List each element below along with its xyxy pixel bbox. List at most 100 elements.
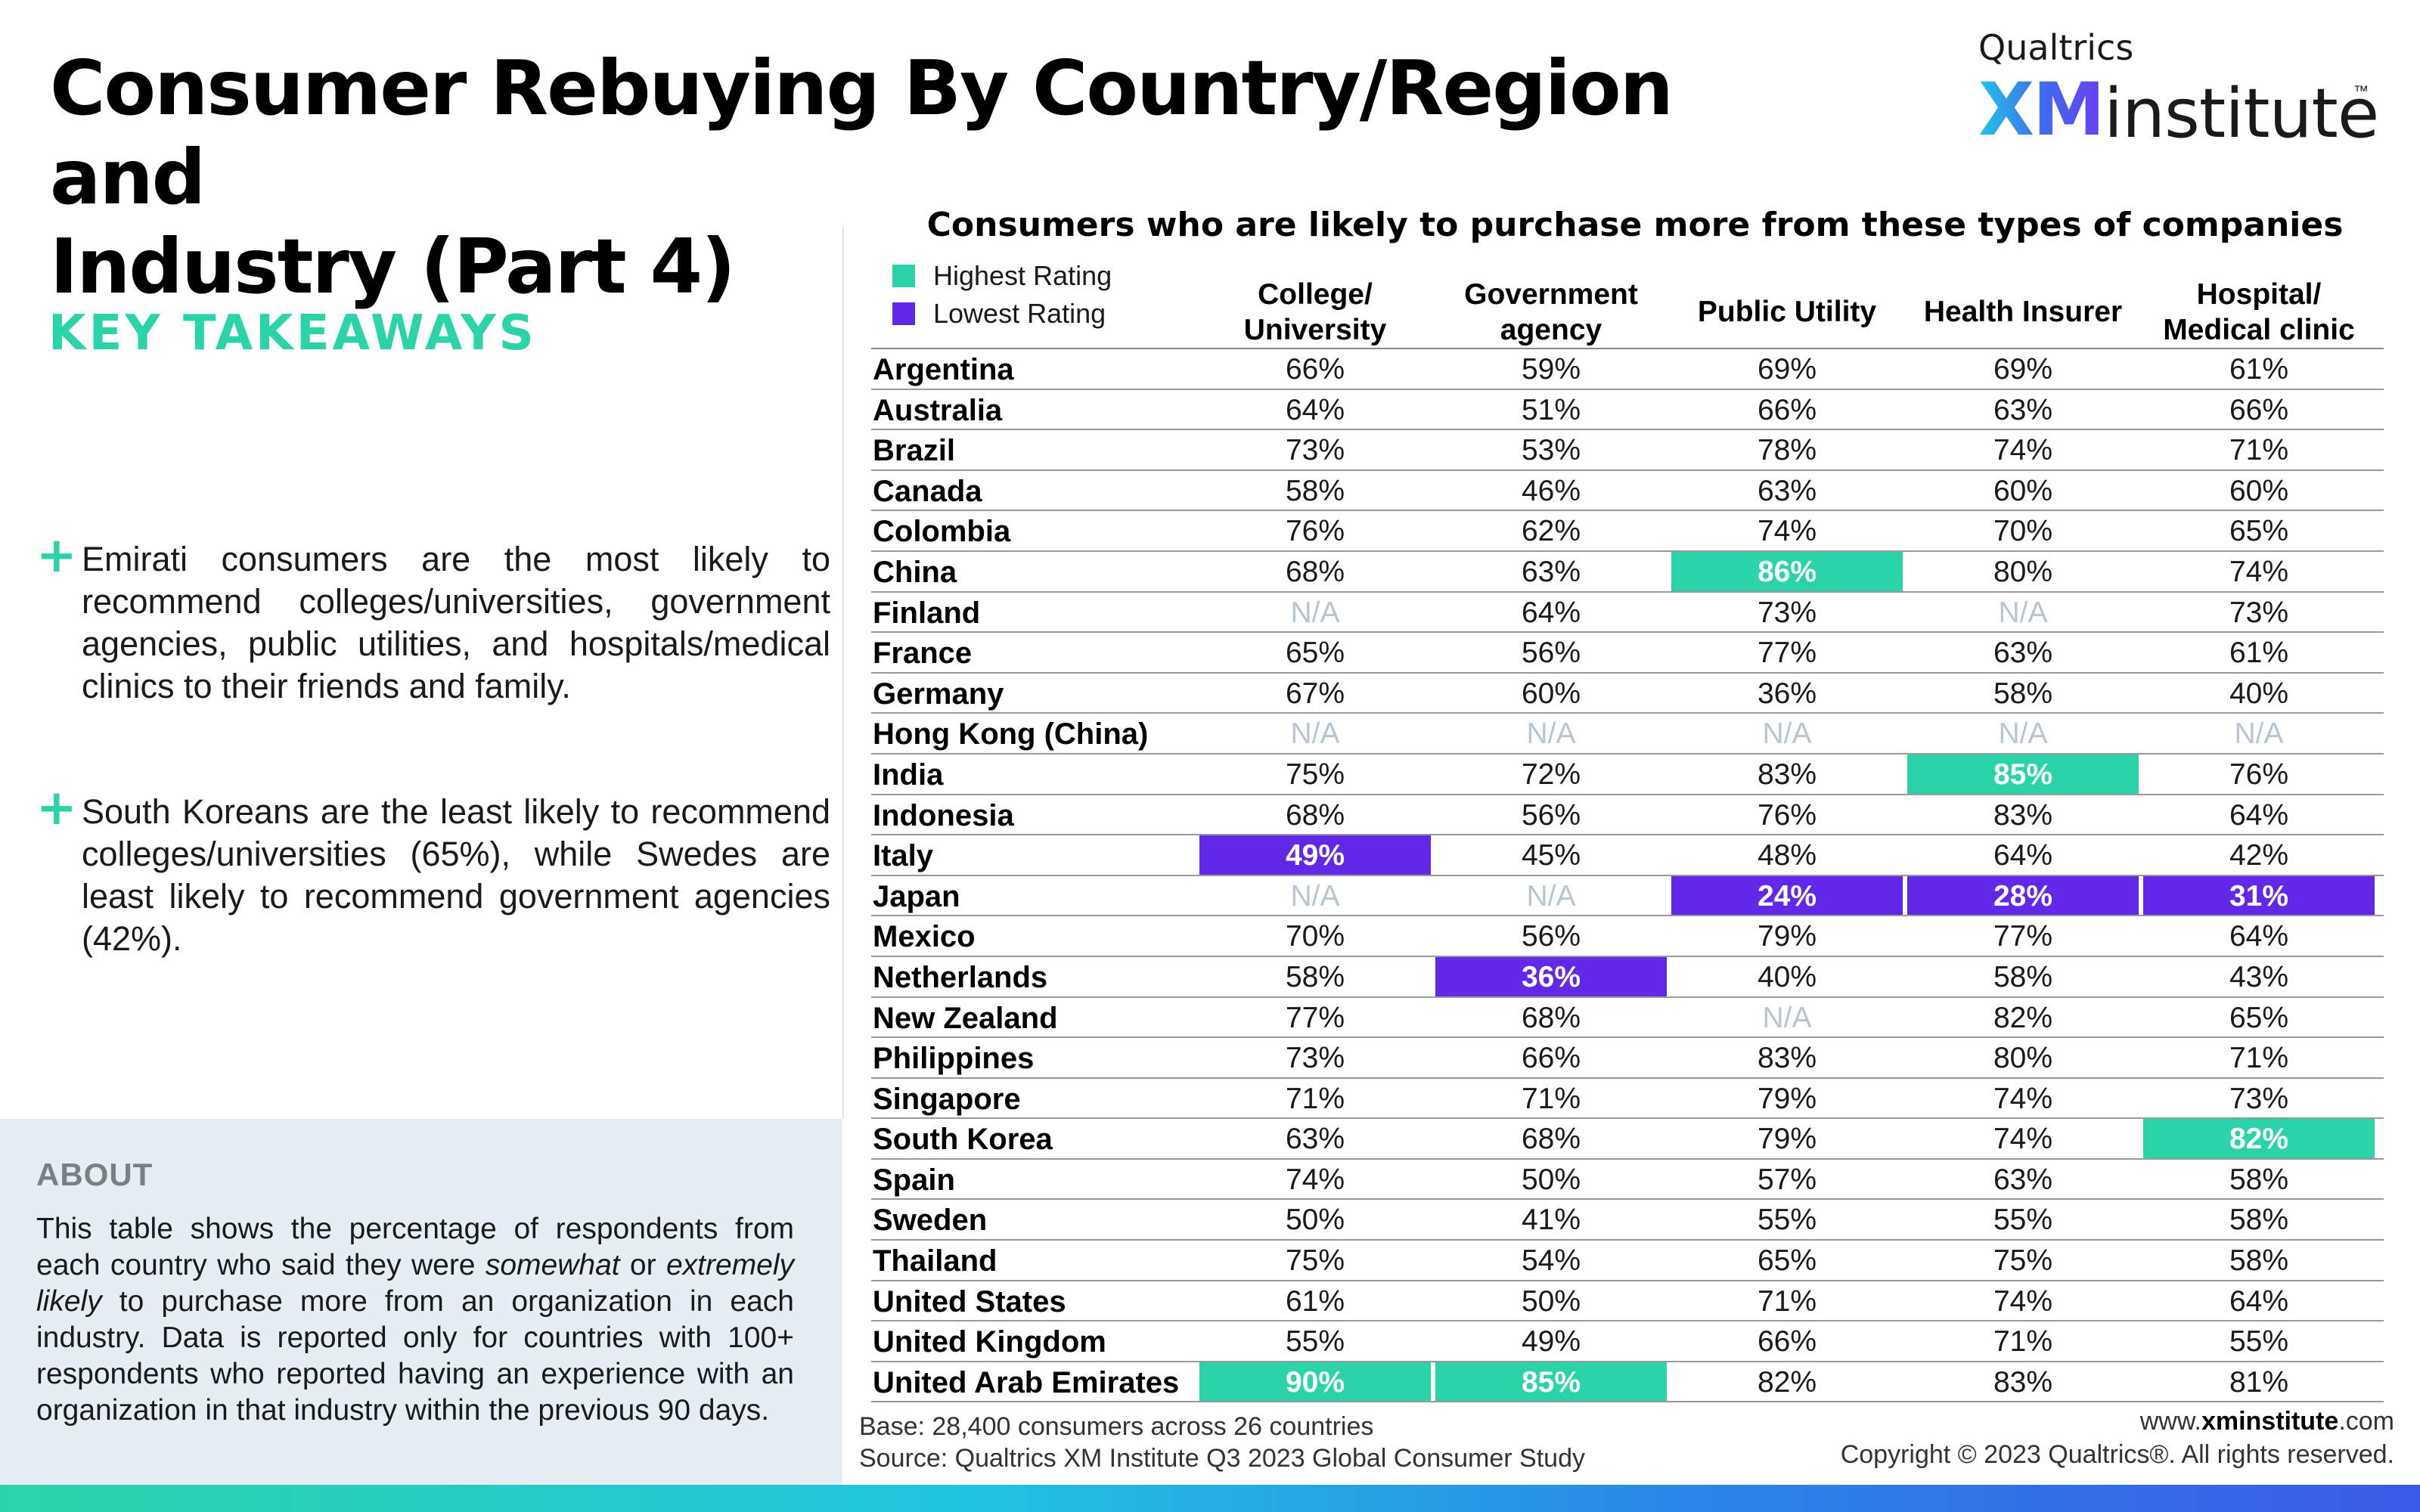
country-label: Thailand — [873, 1244, 997, 1278]
value-cell: 73% — [1285, 1042, 1345, 1075]
value-cell: 75% — [1285, 1244, 1345, 1278]
table-row: Indonesia 68% 56% 76% 83% 64% — [871, 795, 2384, 836]
value-cell: 71% — [1993, 1325, 2053, 1359]
value-cell: 73% — [2229, 596, 2289, 629]
legend-item: Lowest Rating — [892, 295, 1112, 333]
highest-rating-cell: 86% — [1671, 551, 1903, 591]
logo-trademark: ™ — [2353, 83, 2369, 100]
value-cell: 58% — [2229, 1204, 2289, 1237]
logo-qualtrics-text: Qualtrics — [1978, 27, 2134, 68]
value-cell: 83% — [1993, 1365, 2053, 1399]
country-label: United States — [873, 1284, 1066, 1318]
value-cell: 72% — [1521, 758, 1581, 791]
value-cell: 61% — [1285, 1284, 1345, 1318]
value-cell: 60% — [1521, 677, 1581, 710]
value-cell: 58% — [1993, 677, 2053, 710]
website-link[interactable]: www.xminstitute.com — [1841, 1405, 2394, 1438]
value-cell: 41% — [1521, 1204, 1581, 1237]
rebuying-table: College/University Government agency Public… — [871, 269, 2384, 1403]
value-cell: 77% — [1993, 920, 2053, 953]
table-row: Italy 49% 45% 48% 64% 42% — [871, 835, 2384, 876]
value-cell: N/A — [1290, 717, 1340, 751]
value-cell: 61% — [2229, 637, 2289, 670]
value-cell: 80% — [1993, 555, 2053, 588]
value-cell: 80% — [1993, 1042, 2053, 1075]
takeaway-text: Emirati consumers are the most likely to… — [82, 540, 830, 705]
value-cell: 74% — [1993, 1284, 2053, 1318]
value-cell: 56% — [1521, 920, 1581, 953]
country-label: Sweden — [873, 1204, 988, 1238]
column-header-line: Health Insurer — [1923, 296, 2123, 328]
about-heading: ABOUT — [36, 1157, 154, 1192]
value-cell: 71% — [2229, 1042, 2289, 1075]
table-row: Canada 58% 46% 63% 60% 60% — [871, 471, 2384, 512]
value-cell: 73% — [1757, 596, 1817, 629]
lowest-rating-cell: 31% — [2143, 875, 2375, 916]
country-label: France — [873, 637, 973, 671]
value-cell: N/A — [1526, 717, 1576, 751]
value-cell: 55% — [1285, 1325, 1345, 1359]
value-cell: 60% — [1993, 474, 2053, 507]
table-row: Australia 64% 51% 66% 63% 66% — [871, 390, 2384, 431]
value-cell: N/A — [1998, 596, 2048, 629]
value-cell: 74% — [1993, 434, 2053, 467]
country-label: Canada — [873, 474, 982, 508]
country-label: New Zealand — [873, 1001, 1058, 1035]
value-cell: 49% — [1521, 1325, 1581, 1359]
value-cell: 58% — [2229, 1244, 2289, 1278]
column-header-line: Hospital/ — [2196, 278, 2322, 311]
column-header: College/University — [1199, 269, 1431, 349]
highest-rating-cell: 85% — [1435, 1362, 1667, 1402]
value-cell: 75% — [1993, 1244, 2053, 1278]
value-cell: 50% — [1521, 1284, 1581, 1318]
value-cell: 50% — [1521, 1163, 1581, 1196]
value-cell: 58% — [1285, 960, 1345, 993]
legend-label: Lowest Rating — [933, 298, 1106, 329]
value-cell: 63% — [1993, 637, 2053, 670]
value-cell: 82% — [1757, 1365, 1817, 1399]
table-row: Thailand 75% 54% 65% 75% 58% — [871, 1241, 2384, 1281]
table-row: United Arab Emirates 90% 85% 82% 83% 81% — [871, 1362, 2384, 1403]
value-cell: 66% — [1521, 1042, 1581, 1075]
country-label: Mexico — [873, 920, 976, 954]
value-cell: 63% — [1993, 393, 2053, 426]
value-cell: 76% — [2229, 758, 2289, 791]
about-text: This table shows the percentage of respo… — [36, 1211, 794, 1429]
value-cell: 74% — [1993, 1082, 2053, 1115]
value-cell: 73% — [2229, 1082, 2289, 1115]
footer-gradient-bar — [0, 1485, 2420, 1512]
country-label: Japan — [873, 879, 960, 913]
value-cell: N/A — [1526, 879, 1576, 912]
column-header-line: Medical clinic — [2163, 314, 2355, 346]
about-text-or: or — [619, 1249, 666, 1281]
value-cell: 57% — [1757, 1163, 1817, 1196]
country-label: United Kingdom — [873, 1325, 1106, 1359]
value-cell: 67% — [1285, 677, 1345, 710]
value-cell: 40% — [1757, 960, 1817, 993]
footnote: Base: 28,400 consumers across 26 countri… — [859, 1411, 1585, 1474]
credit: www.xminstitute.com Copyright © 2023 Qua… — [1841, 1405, 2394, 1471]
value-cell: 40% — [2229, 677, 2289, 710]
about-text-end: to purchase more from an organization in… — [36, 1285, 794, 1427]
value-cell: 74% — [1285, 1163, 1345, 1196]
value-cell: 73% — [1285, 434, 1345, 467]
highest-rating-cell: 85% — [1907, 754, 2139, 794]
table-row: Finland N/A 64% 73% N/A 73% — [871, 593, 2384, 634]
value-cell: 68% — [1285, 798, 1345, 832]
value-cell: 83% — [1993, 798, 2053, 832]
table-row: Germany 67% 60% 36% 58% 40% — [871, 674, 2384, 714]
value-cell: 79% — [1757, 1082, 1817, 1115]
column-header-line: Government — [1464, 278, 1638, 311]
table-row: India 75% 72% 83% 85% 76% — [871, 754, 2384, 795]
column-header: Hospital/Medical clinic — [2143, 269, 2375, 349]
value-cell: 56% — [1521, 637, 1581, 670]
value-cell: 66% — [1285, 353, 1345, 386]
column-header-line: University — [1243, 314, 1387, 346]
value-cell: 50% — [1285, 1204, 1345, 1237]
value-cell: 63% — [1757, 474, 1817, 507]
country-label: Finland — [873, 596, 981, 630]
value-cell: 68% — [1521, 1123, 1581, 1156]
value-cell: 66% — [1757, 393, 1817, 426]
country-label: Germany — [873, 677, 1004, 711]
column-header: Public Utility — [1671, 269, 1903, 349]
